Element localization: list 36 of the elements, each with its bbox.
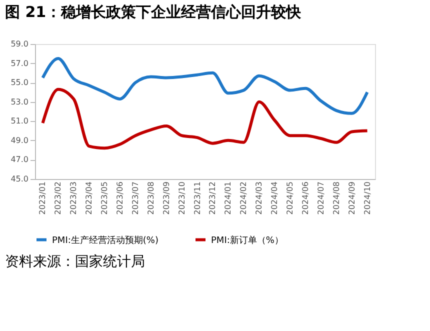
x-tick-label: 2023/07 — [130, 182, 140, 215]
text: 资料来源：国家统计局 — [5, 254, 145, 270]
x-tick-label: 2023/06 — [116, 182, 124, 215]
x-tick-label: 2024/07 — [316, 182, 326, 215]
x-tick-label: 2023/12 — [208, 182, 218, 215]
x-tick-label: 2024/03 — [254, 182, 264, 215]
x-tick-label: 2023/10 — [177, 182, 186, 215]
x-tick-label: 2024/06 — [300, 182, 310, 215]
x-tick-label: 2024/02 — [239, 182, 248, 215]
legend-label: PMI:新订单（%） — [211, 234, 284, 246]
y-tick-label: 59.0 — [10, 40, 28, 48]
x-tick-label: 2023/05 — [100, 182, 110, 215]
x-tick-label: 2024/08 — [332, 182, 341, 215]
x-tick-label: 2023/02 — [54, 182, 63, 215]
x-tick-label: 2023/03 — [69, 182, 78, 215]
x-tick-label: 2023/09 — [162, 182, 171, 215]
y-tick-label: 53.0 — [10, 97, 28, 106]
chart-title: 图 21：稳增长政策下企业经营信心回升较快 — [5, 3, 302, 21]
legend-label: PMI:生产经营活动预期(%) — [52, 234, 158, 246]
x-tick-label: 2023/04 — [84, 182, 94, 215]
x-tick-label: 2024/09 — [347, 182, 356, 215]
y-tick-label: 49.0 — [10, 136, 28, 145]
x-tick-label: 2024/10 — [362, 182, 372, 215]
y-tick-label: 45.0 — [10, 174, 28, 184]
line-series — [41, 88, 369, 150]
y-tick-label: 55.0 — [10, 78, 28, 88]
y-tick-label: 51.0 — [10, 116, 28, 126]
y-tick-label: 57.0 — [10, 58, 28, 68]
x-tick-label: 2023/11 — [192, 182, 202, 215]
line-series — [41, 56, 369, 115]
x-tick-label: 2024/01 — [224, 182, 233, 215]
x-tick-label: 2024/04 — [270, 182, 280, 215]
y-tick-label: 47.0 — [10, 155, 28, 164]
x-tick-label: 2023/08 — [146, 182, 156, 215]
x-tick-label: 2024/05 — [286, 182, 294, 215]
x-tick-label: 2023/01 — [38, 182, 48, 215]
